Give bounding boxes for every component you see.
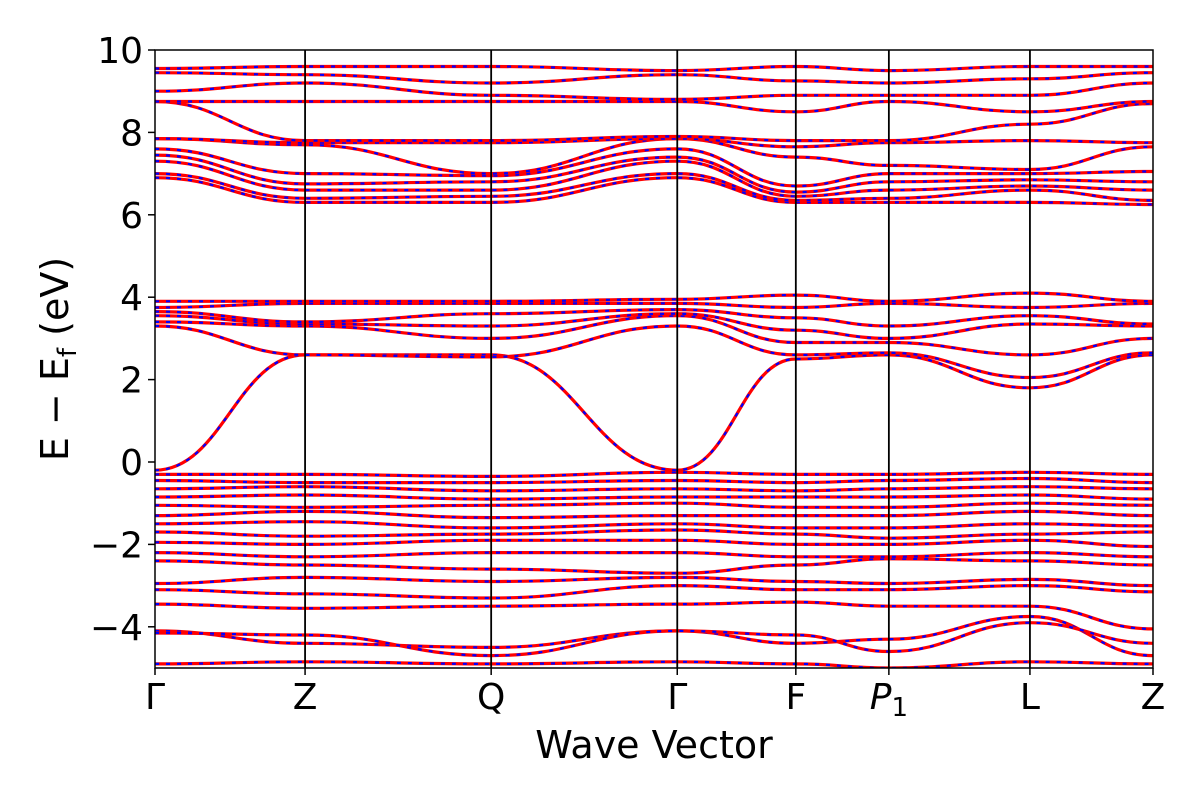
band-5-spin-a xyxy=(155,575,1153,588)
band-29-spin-b xyxy=(155,137,1153,175)
band-16-spin-a xyxy=(155,470,1153,479)
band-21-spin-b xyxy=(155,308,1153,328)
band-11-spin-a xyxy=(155,509,1153,520)
y-tick-label-2: 6 xyxy=(120,196,143,237)
x-axis-title: Wave Vector xyxy=(535,723,773,767)
band-19-spin-b xyxy=(155,314,1153,357)
y-tick-label-4: 2 xyxy=(120,361,143,402)
band-0-spin-a xyxy=(155,660,1153,668)
y-axis-title-minus: − xyxy=(33,393,77,425)
y-tick-label-3: 4 xyxy=(120,278,143,319)
band-3-spin-a xyxy=(155,600,1153,631)
x-tick-label-5: P1 xyxy=(870,677,908,723)
band-15-spin-a xyxy=(155,476,1153,485)
band-6-spin-b xyxy=(155,557,1153,575)
band-13-spin-a xyxy=(155,493,1153,501)
band-18-spin-b xyxy=(155,324,1153,379)
y-axis-title: E − Ef (eV) xyxy=(33,257,83,461)
y-tick-label-7: −4 xyxy=(90,608,143,649)
y-axis-title-sub: f xyxy=(53,347,83,357)
band-28-spin-b xyxy=(155,147,1153,188)
band-14-spin-a xyxy=(155,485,1153,493)
band-27-spin-b xyxy=(155,154,1153,194)
band-2-spin-a xyxy=(155,621,1153,658)
y-tick-label-5: 0 xyxy=(120,443,143,484)
x-axis-ticks: Γ Z Q Γ F P1 L Z xyxy=(145,668,1165,723)
x-tick-label-1: Z xyxy=(293,677,318,718)
band-4-spin-a xyxy=(155,583,1153,600)
band-35-spin-a xyxy=(155,64,1153,73)
band-30-spin-b xyxy=(155,137,1153,148)
band-17-spin-b xyxy=(155,353,1153,472)
plot-frame xyxy=(154,49,1154,669)
band-23-spin-a xyxy=(155,291,1153,303)
x-tick-label-0: Γ xyxy=(145,677,165,718)
y-tick-label-6: −2 xyxy=(90,525,143,566)
x-tick-label-6: L xyxy=(1020,677,1040,718)
x-tick-label-2: Q xyxy=(477,677,505,718)
band-8-spin-a xyxy=(155,538,1153,549)
band-33-spin-a xyxy=(155,81,1153,102)
x-tick-label-7: Z xyxy=(1141,677,1166,718)
bands-layer xyxy=(155,64,1153,668)
y-axis-ticks: 10 8 6 4 2 0 −2 −4 xyxy=(90,31,155,649)
band-25-spin-b xyxy=(155,172,1153,202)
band-32-spin-b xyxy=(155,100,1153,113)
y-axis-title-unit: (eV) xyxy=(33,257,77,336)
y-axis-title-e: E xyxy=(33,437,77,461)
band-12-spin-a xyxy=(155,501,1153,509)
band-22-spin-a xyxy=(155,301,1153,310)
band-7-spin-a xyxy=(155,550,1153,559)
x-tick-label-3: Γ xyxy=(667,677,687,718)
y-tick-label-0: 10 xyxy=(97,31,143,72)
y-tick-label-1: 8 xyxy=(120,113,143,154)
x-tick-label-4: F xyxy=(785,677,806,718)
band-24-spin-b xyxy=(155,176,1153,206)
band-1-spin-b xyxy=(155,615,1153,657)
k-point-lines xyxy=(304,50,1031,668)
band-20-spin-b xyxy=(155,312,1153,340)
band-34-spin-a xyxy=(155,71,1153,85)
band-10-spin-a xyxy=(155,520,1153,530)
band-9-spin-a xyxy=(155,528,1153,540)
y-axis-title-e2: E xyxy=(33,357,77,381)
band-26-spin-b xyxy=(155,160,1153,198)
